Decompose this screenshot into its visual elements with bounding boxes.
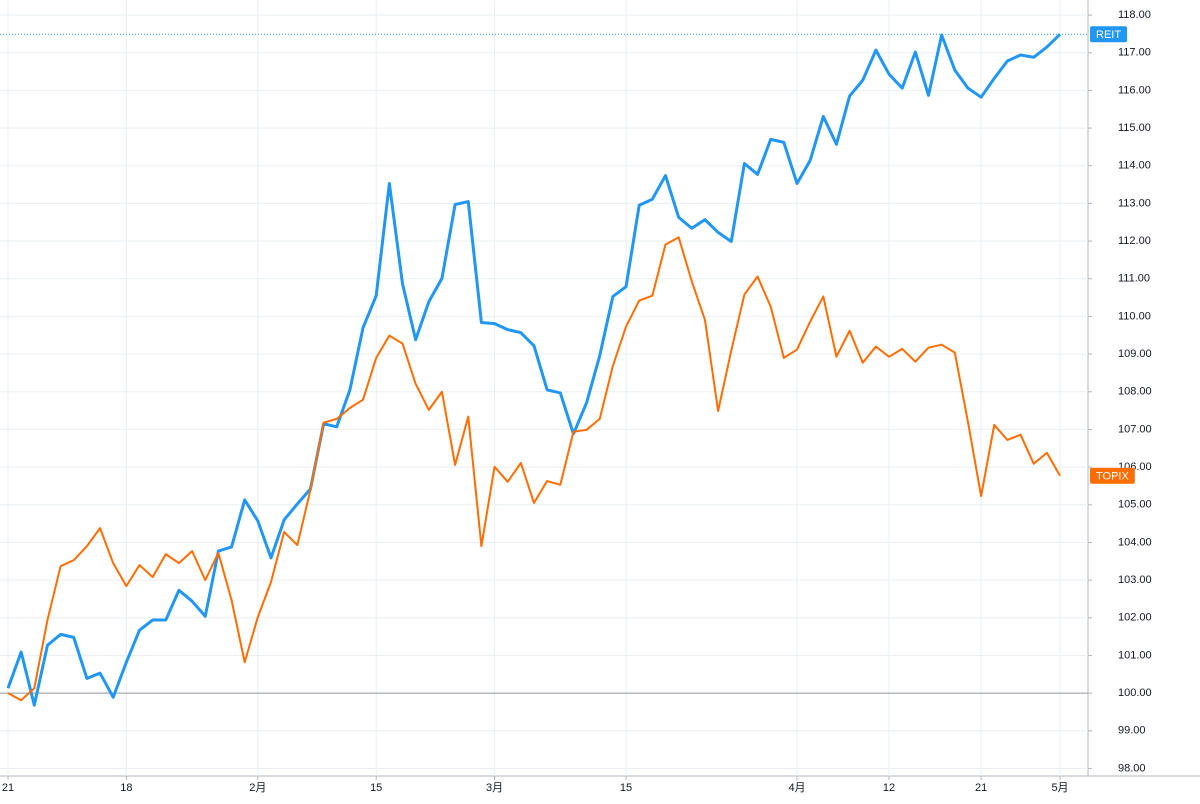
y-tick-label: 104.00	[1118, 536, 1152, 548]
y-tick-label: 112.00	[1118, 235, 1151, 247]
x-tick-label: 2月	[249, 782, 266, 794]
x-tick-label: 5月	[1051, 782, 1068, 794]
x-tick-label: 15	[370, 782, 382, 794]
x-tick-label: 3月	[486, 782, 503, 794]
x-tick-label: 4月	[788, 782, 805, 794]
series-line	[7, 236, 1061, 702]
series-tag-box	[1090, 467, 1135, 484]
x-tick-label: 15	[620, 782, 632, 794]
y-tick-label: 103.00	[1118, 574, 1152, 586]
grid	[0, 0, 1088, 776]
x-tick-label: 21	[2, 782, 14, 794]
x-tick-label: 12	[883, 782, 895, 794]
y-tick-label: 101.00	[1118, 649, 1152, 661]
y-tick-label: 100.00	[1118, 687, 1152, 699]
y-tick-label: 110.00	[1118, 310, 1151, 322]
y-tick-label: 105.00	[1118, 499, 1152, 511]
y-tick-label: 102.00	[1118, 612, 1152, 624]
y-tick-label: 117.00	[1118, 47, 1151, 59]
y-tick-label: 98.00	[1118, 762, 1146, 774]
y-tick-label: 99.00	[1118, 725, 1146, 737]
y-tick-label: 113.00	[1118, 197, 1151, 209]
legend-label: REIT	[1096, 29, 1121, 41]
series-line	[6, 33, 1062, 707]
y-tick-label: 115.00	[1118, 122, 1151, 134]
series-tag: REIT	[1090, 26, 1128, 43]
y-tick-label: 109.00	[1118, 348, 1152, 360]
y-tick-label: 114.00	[1118, 160, 1151, 172]
series-tag-box	[1090, 26, 1128, 43]
y-tick-label: 107.00	[1118, 423, 1152, 435]
y-tick-label: 108.00	[1118, 386, 1152, 398]
legend-label: TOPIX	[1096, 471, 1129, 483]
x-tick-label: 21	[975, 782, 987, 794]
y-tick-label: 118.00	[1118, 9, 1151, 21]
x-tick-label: 18	[120, 782, 132, 794]
y-tick-label: 116.00	[1118, 84, 1151, 96]
y-tick-label: 111.00	[1118, 273, 1150, 285]
series-tag: TOPIX	[1090, 467, 1135, 484]
